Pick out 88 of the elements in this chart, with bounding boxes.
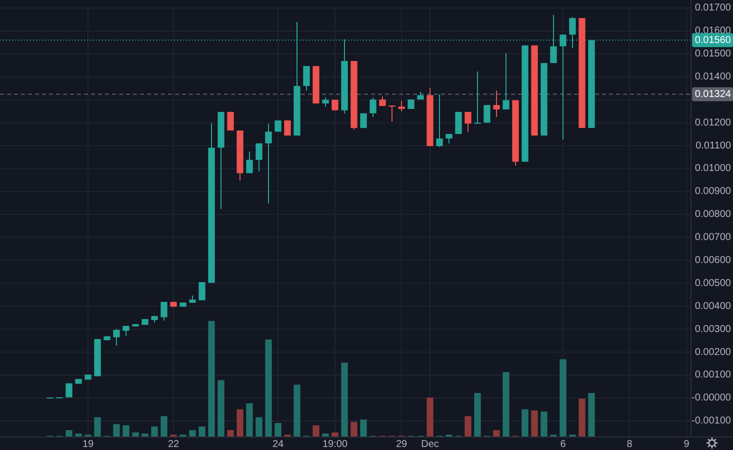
candlestick xyxy=(246,151,253,174)
bar xyxy=(531,410,538,437)
bar xyxy=(256,417,262,437)
x-tick-label: 22 xyxy=(168,439,180,450)
bar xyxy=(274,423,282,437)
candlestick xyxy=(398,100,405,112)
candlestick xyxy=(388,105,396,122)
ref-line-label: 0.01324 xyxy=(694,88,732,100)
bar xyxy=(227,430,234,437)
bar xyxy=(502,372,510,437)
bar xyxy=(151,426,158,437)
x-tick-label: 19 xyxy=(82,439,94,450)
candlestick xyxy=(493,90,500,118)
ref-line-label: 0.01560 xyxy=(694,34,732,46)
bar xyxy=(474,392,481,437)
candlestick xyxy=(370,96,376,118)
bar xyxy=(75,434,82,437)
bar xyxy=(218,380,224,437)
candlestick xyxy=(474,71,481,124)
bar xyxy=(246,403,253,437)
candlestick xyxy=(379,96,386,106)
candlestick xyxy=(408,99,414,110)
y-tick-label: 0.00200 xyxy=(694,346,732,358)
x-tick-label: Dec xyxy=(421,439,439,450)
y-tick-label: 0.00600 xyxy=(694,254,732,266)
bar xyxy=(142,434,148,437)
y-tick-label: 0.01500 xyxy=(694,48,732,60)
bar xyxy=(578,398,586,437)
bar xyxy=(122,425,130,437)
y-tick-label: 0.00900 xyxy=(694,186,732,198)
candlestick xyxy=(322,96,329,108)
x-tick-label: 24 xyxy=(272,439,284,450)
y-tick-label: 0.01700 xyxy=(694,2,732,14)
y-tick-label: 0.01400 xyxy=(694,71,732,82)
bar xyxy=(350,422,358,437)
bar xyxy=(94,417,101,437)
candlestick xyxy=(303,66,310,92)
bar xyxy=(189,430,196,437)
y-tick-label: 0.01000 xyxy=(694,163,732,174)
y-tick-label: 0.00700 xyxy=(694,232,732,244)
bar xyxy=(560,359,566,437)
bar xyxy=(132,432,139,437)
bar xyxy=(493,430,500,437)
candlestick xyxy=(464,111,472,132)
bar xyxy=(341,362,348,437)
candlestick xyxy=(113,328,120,346)
y-tick-label: -0.00000 xyxy=(692,392,732,404)
candlestick xyxy=(256,142,262,172)
candlestick xyxy=(436,94,443,148)
bar xyxy=(588,392,595,437)
bar xyxy=(265,340,272,437)
y-tick-label: 0.00300 xyxy=(694,324,732,335)
bar xyxy=(332,432,338,437)
candlestick xyxy=(122,325,130,337)
bar xyxy=(113,424,120,437)
y-tick-label: -0.00100 xyxy=(692,416,732,427)
x-tick-label: 9 xyxy=(684,439,690,450)
x-tick-label: 29 xyxy=(396,439,408,450)
bar xyxy=(522,409,528,437)
candlestick xyxy=(360,112,367,128)
candlestick xyxy=(198,282,206,301)
bar xyxy=(160,416,168,437)
y-tick-label: 0.01100 xyxy=(696,140,732,152)
candlestick xyxy=(66,382,72,398)
y-tick-label: 0.00400 xyxy=(694,300,732,312)
x-tick-label: 19:00 xyxy=(322,439,348,450)
bar xyxy=(322,434,329,437)
bar xyxy=(198,426,206,437)
bar xyxy=(294,384,300,437)
candlestick xyxy=(484,104,490,124)
x-tick-label: 6 xyxy=(560,439,566,450)
bar xyxy=(540,412,548,437)
bar xyxy=(236,409,244,437)
bar xyxy=(464,416,472,437)
x-tick-label: 8 xyxy=(626,439,633,450)
bar xyxy=(312,425,320,437)
y-tick-label: 0.00100 xyxy=(694,370,732,381)
bar xyxy=(208,320,215,437)
bar xyxy=(360,420,367,437)
candlestick xyxy=(265,123,272,204)
bar xyxy=(66,430,72,437)
candlestick xyxy=(502,52,510,110)
bar xyxy=(426,398,434,437)
y-tick-label: 0.00500 xyxy=(694,278,732,289)
y-tick-label: 0.01200 xyxy=(694,117,732,128)
y-tick-label: 0.00800 xyxy=(694,209,732,220)
candlestick xyxy=(455,111,462,134)
candlestick xyxy=(160,301,168,321)
